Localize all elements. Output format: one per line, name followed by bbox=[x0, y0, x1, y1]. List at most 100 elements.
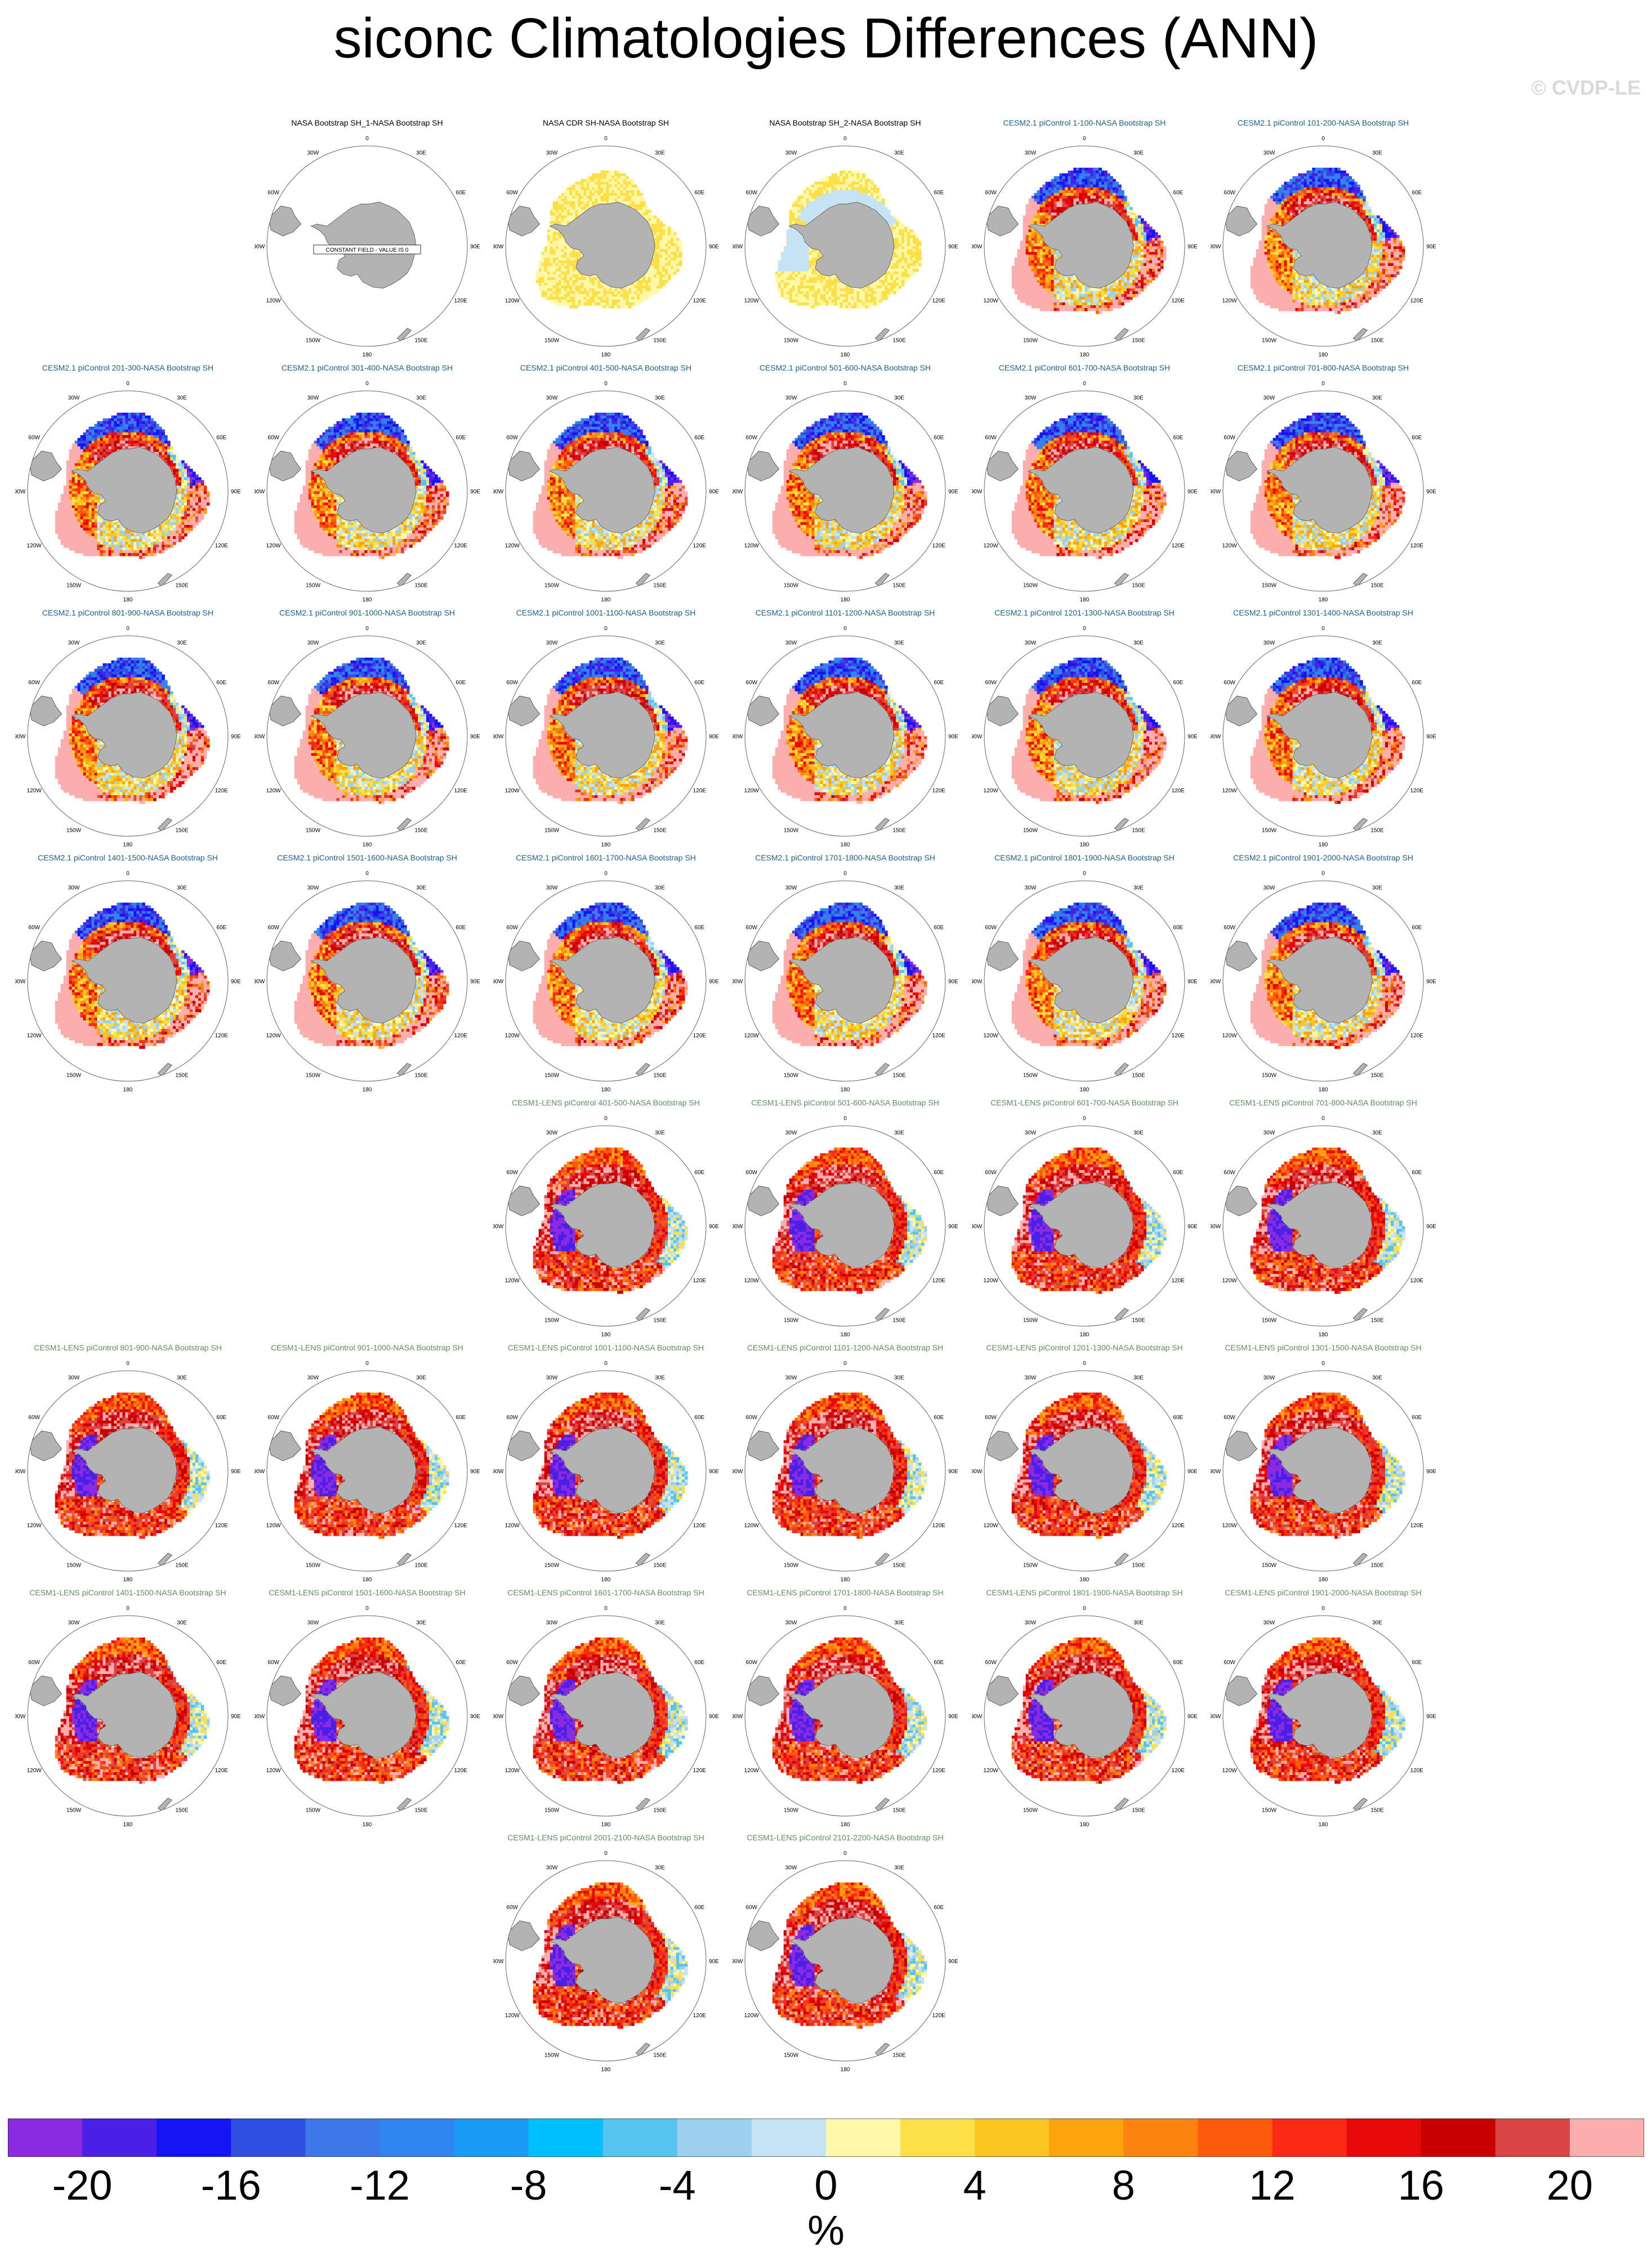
south-america-land bbox=[1225, 940, 1258, 971]
sea-ice-difference-field bbox=[986, 1637, 1167, 1812]
map-boundary bbox=[744, 1860, 946, 2062]
panel-title: CESM1-LENS piControl 2001-2100-NASA Boot… bbox=[493, 1833, 718, 1842]
sea-ice-difference-field bbox=[747, 1147, 927, 1322]
longitude-label: 120E bbox=[1172, 1278, 1185, 1284]
longitude-label: 30E bbox=[655, 1130, 665, 1136]
longitude-label: 30W bbox=[785, 640, 797, 646]
longitude-label: 120E bbox=[932, 1523, 946, 1529]
new-zealand-land bbox=[874, 573, 890, 587]
longitude-label: 30E bbox=[894, 395, 904, 402]
longitude-label: 30E bbox=[177, 395, 187, 402]
map-panel: CESM1-LENS piControl 501-600-NASA Bootst… bbox=[733, 1098, 958, 1340]
longitude-label: 90E bbox=[709, 734, 718, 740]
longitude-label: 90E bbox=[709, 1224, 718, 1230]
longitude-label: 180 bbox=[601, 1822, 611, 1828]
longitude-label: 90E bbox=[1187, 979, 1197, 985]
colorbar-swatch bbox=[8, 2119, 83, 2157]
map-boundary bbox=[266, 880, 468, 1082]
longitude-label: 0 bbox=[365, 626, 369, 632]
longitude-label: 60E bbox=[1173, 1660, 1183, 1666]
longitude-label: 120E bbox=[693, 543, 707, 549]
polar-map: 0 30E 60E 90E 120E 150E 180 150W 120W 90W 60W 30W bbox=[493, 626, 718, 848]
longitude-label: 30E bbox=[177, 1620, 187, 1626]
south-america-land bbox=[29, 940, 62, 971]
longitude-label: 180 bbox=[841, 1087, 850, 1093]
longitude-label: 30W bbox=[785, 1130, 797, 1136]
longitude-label: 30E bbox=[177, 885, 187, 891]
longitude-label: 150W bbox=[544, 2052, 560, 2058]
south-america-land bbox=[269, 1430, 302, 1461]
new-zealand-land bbox=[635, 1553, 650, 1567]
longitude-label: 90W bbox=[255, 979, 265, 985]
panel-title: CESM2.1 piControl 401-500-NASA Bootstrap… bbox=[493, 363, 718, 372]
longitude-label: 120E bbox=[454, 298, 468, 304]
longitude-label: 60W bbox=[1224, 1660, 1235, 1666]
longitude-label: 30E bbox=[177, 1375, 187, 1381]
longitude-label: 150E bbox=[414, 582, 428, 588]
longitude-label: 120E bbox=[693, 298, 707, 304]
longitude-label: 0 bbox=[1321, 1116, 1325, 1122]
longitude-label: 150E bbox=[1132, 1807, 1145, 1813]
longitude-label: 150W bbox=[1262, 1807, 1277, 1813]
longitude-label: 150E bbox=[653, 582, 667, 588]
antarctica-land bbox=[71, 1671, 177, 1759]
antarctica-land bbox=[1028, 447, 1134, 534]
polar-map: 0 30E 60E 90E 120E 150E 180 150W 120W 90W 60W 30W bbox=[255, 381, 480, 603]
longitude-label: 180 bbox=[123, 1822, 133, 1828]
longitude-label: 120W bbox=[505, 788, 520, 794]
map-panel: CESM2.1 piControl 1201-1300-NASA Bootstr… bbox=[972, 608, 1197, 850]
longitude-label: 90W bbox=[733, 734, 743, 740]
longitude-label: 30E bbox=[416, 150, 426, 157]
sea-ice-difference-field bbox=[986, 412, 1167, 587]
longitude-label: 90W bbox=[493, 244, 504, 250]
longitude-label: 90W bbox=[972, 734, 983, 740]
antarctica-land bbox=[1028, 1426, 1134, 1514]
map-boundary bbox=[266, 390, 468, 592]
south-america-land bbox=[269, 206, 302, 237]
polar-map: 0 30E 60E 90E 120E 150E 180 150W 120W 90W 60W 30W bbox=[733, 1850, 958, 2073]
longitude-label: 90W bbox=[972, 1714, 983, 1720]
longitude-label: 0 bbox=[843, 1606, 847, 1612]
colorbar-swatch bbox=[677, 2119, 752, 2157]
longitude-label: 120W bbox=[744, 1523, 760, 1529]
south-america-land bbox=[1225, 1675, 1258, 1706]
antarctica-land bbox=[1266, 936, 1373, 1024]
panel-title: CESM1-LENS piControl 1801-1900-NASA Boot… bbox=[972, 1588, 1197, 1597]
longitude-label: 150E bbox=[892, 582, 906, 588]
panel-title: CESM2.1 piControl 1301-1400-NASA Bootstr… bbox=[1211, 608, 1436, 617]
longitude-label: 150W bbox=[66, 1562, 82, 1568]
sea-ice-difference-field bbox=[269, 1637, 449, 1812]
longitude-label: 60E bbox=[1173, 190, 1183, 196]
map-boundary bbox=[505, 1370, 707, 1572]
antarctica-land bbox=[788, 1916, 895, 2004]
colorbar-tick-label: -20 bbox=[37, 2161, 127, 2209]
longitude-label: 0 bbox=[1083, 1606, 1086, 1612]
colorbar-swatch bbox=[751, 2119, 827, 2157]
longitude-label: 120E bbox=[1172, 788, 1185, 794]
longitude-label: 0 bbox=[365, 381, 369, 387]
longitude-label: 120W bbox=[27, 1768, 42, 1774]
colorbar bbox=[8, 2119, 1644, 2157]
longitude-label: 60E bbox=[934, 190, 944, 196]
longitude-label: 180 bbox=[601, 1577, 611, 1583]
map-boundary bbox=[27, 1615, 229, 1817]
longitude-label: 120E bbox=[1172, 543, 1185, 549]
antarctica-land bbox=[1028, 692, 1134, 779]
longitude-label: 120W bbox=[1222, 543, 1238, 549]
longitude-label: 60W bbox=[745, 1415, 757, 1421]
longitude-label: 30E bbox=[1372, 1620, 1382, 1626]
sea-ice-difference-field bbox=[269, 202, 417, 342]
antarctica-land bbox=[1028, 1181, 1134, 1269]
antarctica-land bbox=[1266, 1671, 1373, 1759]
map-panel: CESM1-LENS piControl 1701-1800-NASA Boot… bbox=[733, 1588, 958, 1830]
south-america-land bbox=[29, 1430, 62, 1461]
longitude-label: 30E bbox=[894, 1130, 904, 1136]
map-panel: NASA CDR SH-NASA Bootstrap SH 0 30E 60E 90E 1… bbox=[493, 118, 718, 360]
longitude-label: 120E bbox=[932, 1278, 946, 1284]
polar-map: 0 30E 60E 90E 120E 150E 180 150W 120W 90W 60W 30W bbox=[733, 136, 958, 358]
polar-map: 0 30E 60E 90E 120E 150E 180 150W 120W 90W 60W 30W bbox=[972, 1361, 1197, 1583]
antarctica-land bbox=[549, 936, 655, 1024]
longitude-label: 180 bbox=[841, 352, 850, 358]
longitude-label: 120W bbox=[27, 1033, 42, 1039]
new-zealand-land bbox=[1352, 573, 1368, 587]
